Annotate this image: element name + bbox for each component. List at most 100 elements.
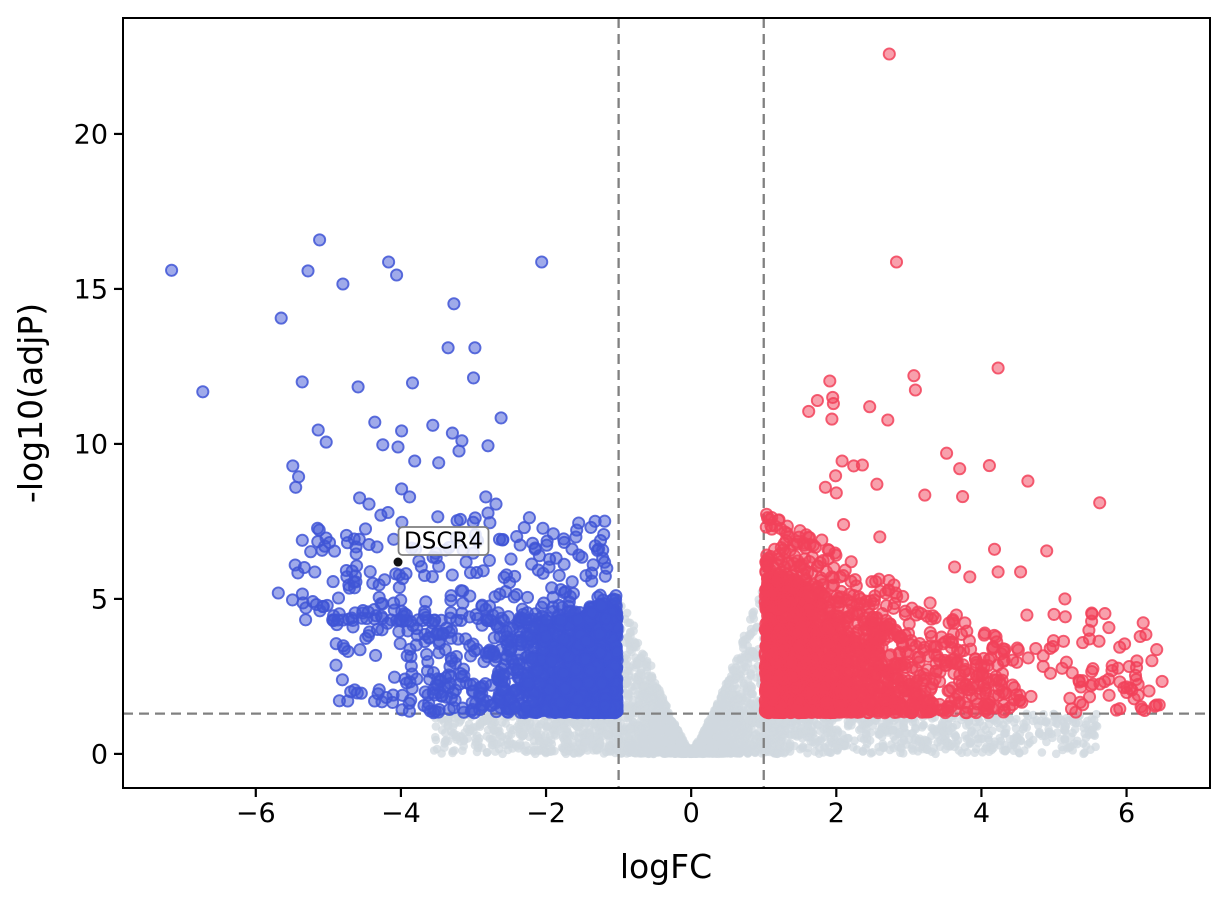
ns-point: [640, 740, 650, 749]
ns-point: [951, 731, 961, 741]
ns-point: [810, 739, 820, 749]
ns-point: [1029, 716, 1038, 726]
ns-point: [705, 743, 714, 752]
ns-point: [1011, 724, 1021, 733]
ns-point: [862, 725, 871, 734]
down-point: [428, 704, 442, 718]
ns-point: [580, 738, 589, 747]
ns-point: [879, 743, 888, 753]
ns-point: [943, 741, 952, 751]
ns-point: [622, 608, 632, 618]
ns-point: [747, 682, 757, 692]
ns-point: [630, 682, 640, 691]
ns-point: [459, 742, 469, 751]
ns-point: [1081, 733, 1091, 743]
ns-point: [988, 726, 997, 736]
ns-point: [876, 726, 886, 735]
ns-point: [1081, 741, 1091, 751]
ns-point: [742, 696, 751, 706]
ns-point: [534, 745, 543, 755]
ns-point: [1023, 740, 1033, 749]
ns-point: [1091, 742, 1100, 752]
ns-point: [595, 737, 605, 746]
ns-point: [927, 747, 937, 756]
ns-point: [623, 633, 633, 643]
ns-point: [628, 695, 638, 705]
ns-point: [727, 691, 737, 700]
ns-point: [542, 722, 551, 731]
ns-point: [541, 731, 550, 740]
ns-point: [720, 731, 729, 740]
ns-point: [732, 725, 741, 734]
ns-point: [625, 704, 635, 713]
ns-point: [897, 744, 906, 753]
ns-point: [775, 740, 784, 750]
ns-point: [732, 702, 741, 712]
ns-point: [970, 729, 979, 739]
ns-point: [649, 726, 658, 735]
ns-point: [977, 734, 987, 743]
ns-point: [634, 659, 643, 669]
ns-point: [1079, 749, 1088, 759]
ns-point: [1044, 725, 1053, 734]
ns-point: [908, 746, 918, 755]
ns-point: [626, 723, 635, 733]
ns-point: [858, 746, 868, 756]
ns-point: [962, 748, 972, 757]
ns-point: [623, 678, 632, 687]
ns-point: [646, 661, 656, 670]
ns-point: [431, 722, 441, 731]
ns-point: [838, 730, 847, 739]
ns-point: [1037, 731, 1047, 741]
ns-point: [718, 695, 727, 704]
ns-point: [452, 730, 462, 740]
ns-point: [918, 721, 928, 730]
ns-point: [731, 674, 740, 684]
ns-point: [678, 746, 688, 756]
downregulated-points-layer: [165, 233, 624, 720]
ns-point: [636, 705, 645, 715]
ns-point: [643, 671, 653, 681]
ns-point: [749, 614, 759, 623]
ns-point: [623, 666, 633, 675]
ns-point: [805, 728, 814, 737]
ns-point: [843, 721, 853, 731]
ns-point: [736, 738, 746, 747]
ns-point: [482, 716, 492, 726]
ns-point: [647, 746, 657, 756]
ns-point: [786, 724, 795, 733]
ns-point: [643, 694, 653, 703]
ns-point: [727, 734, 736, 744]
ns-point: [561, 749, 571, 759]
ns-point: [831, 740, 841, 750]
ns-point: [672, 724, 681, 734]
ns-point: [744, 716, 753, 725]
ns-point: [429, 746, 439, 755]
ns-point: [738, 637, 747, 647]
ns-point: [664, 728, 674, 737]
ns-point: [739, 681, 748, 690]
ns-point: [739, 709, 748, 719]
ns-point: [605, 741, 614, 750]
ns-point: [1025, 731, 1034, 741]
ns-point: [731, 746, 740, 755]
ns-point: [636, 668, 646, 678]
nonsignificant-points-layer: [429, 587, 1102, 759]
ns-point: [849, 743, 858, 752]
ns-point: [512, 742, 522, 751]
ns-point: [700, 730, 709, 739]
ns-point: [743, 659, 753, 668]
ns-point: [736, 653, 746, 662]
ns-point: [915, 734, 925, 743]
ns-point: [1063, 744, 1072, 753]
ns-point: [810, 747, 820, 756]
ns-point: [654, 732, 663, 742]
ns-point: [980, 744, 990, 754]
ns-point: [623, 689, 633, 699]
ns-point: [1000, 746, 1010, 756]
ns-point: [779, 748, 789, 758]
ns-point: [573, 722, 582, 732]
ns-point: [622, 654, 632, 664]
